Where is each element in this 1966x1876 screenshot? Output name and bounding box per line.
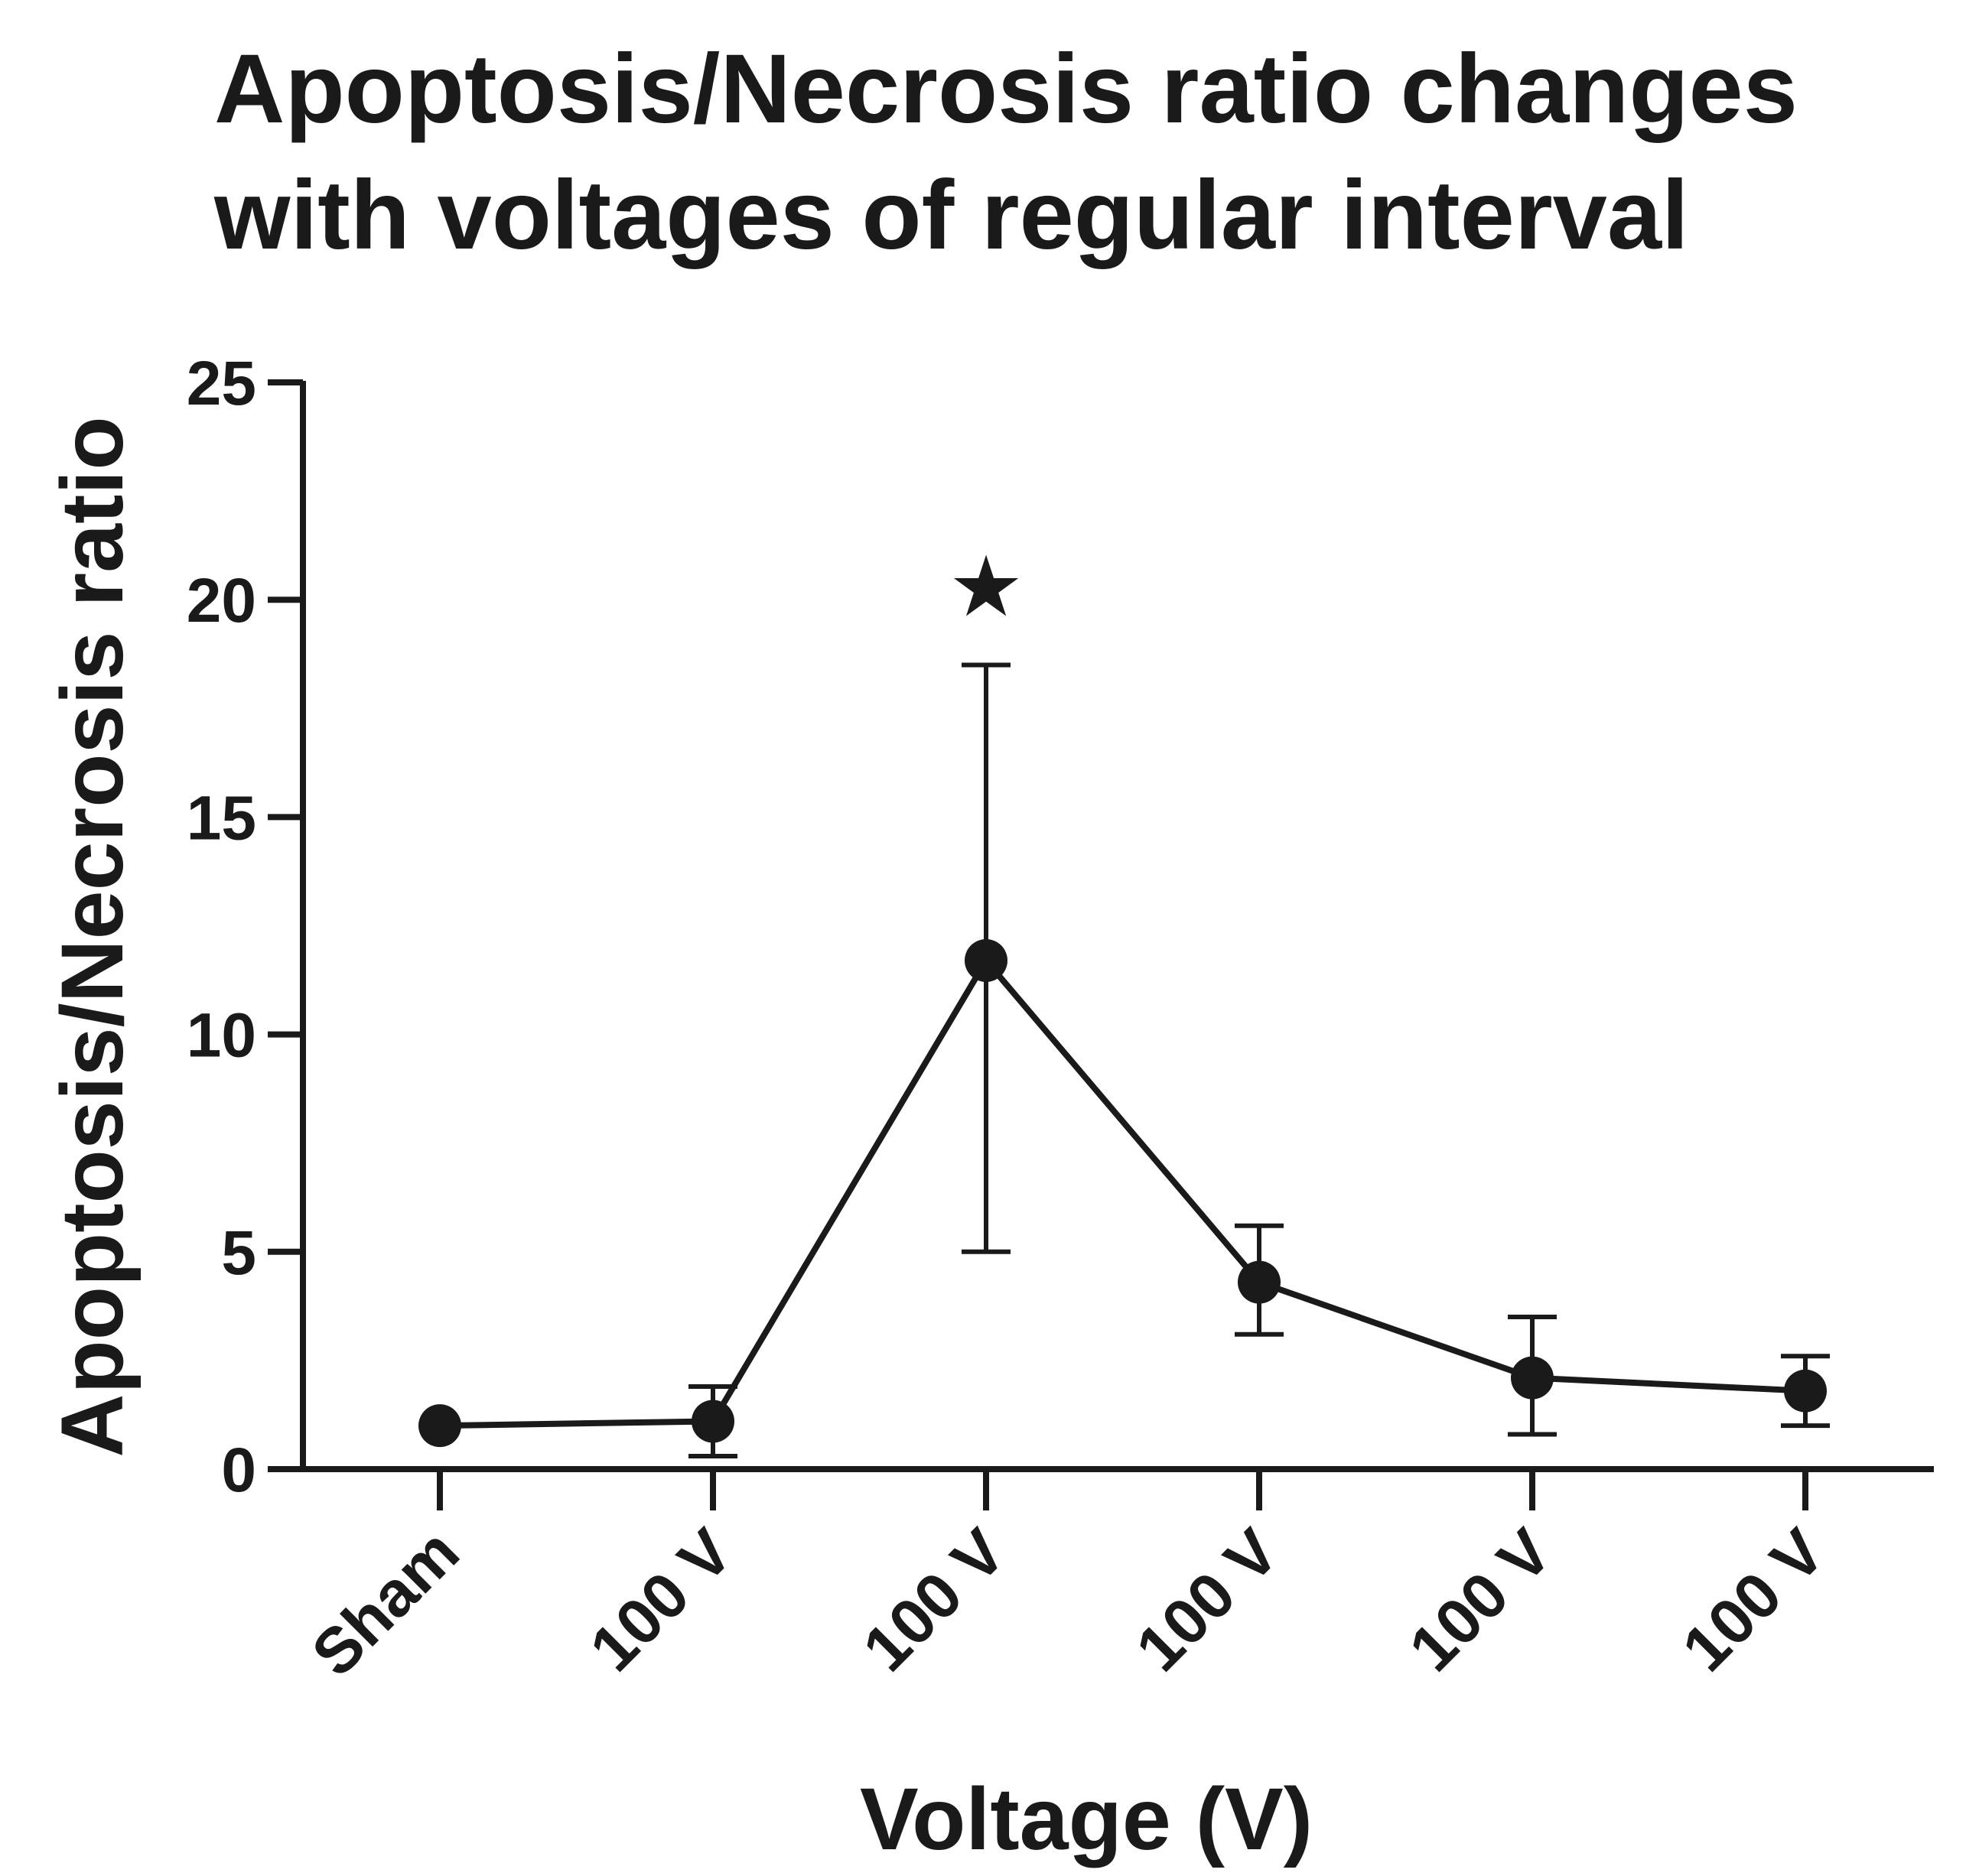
- significance-annotations: ★: [949, 538, 1024, 636]
- data-point: [1238, 1260, 1281, 1304]
- y-tick-label: 15: [187, 783, 256, 853]
- series-line: [439, 957, 1806, 1429]
- x-tick-label: 100 V: [1395, 1515, 1565, 1685]
- chart-title-line-2: with voltages of regular interval: [213, 161, 1689, 270]
- y-axis-ticks: 0 5 10 15 20 25: [187, 349, 303, 1505]
- chart-title: Apoptosis/Necrosis ratio changes with vo…: [213, 34, 1798, 270]
- x-tick-label: 100 V: [1668, 1515, 1838, 1685]
- y-tick-label: 0: [221, 1435, 256, 1505]
- y-tick-label: 20: [187, 566, 256, 636]
- data-point: [418, 1404, 461, 1448]
- data-points: [418, 938, 1827, 1448]
- data-point: [1511, 1356, 1554, 1400]
- data-point: [692, 1400, 734, 1443]
- x-axis-ticks: Sham 100 V 100 V 100 V 100 V 100 V: [298, 1469, 1838, 1689]
- x-tick-label: 100 V: [849, 1515, 1019, 1685]
- y-tick-label: 10: [187, 1001, 256, 1071]
- y-tick-label: 25: [187, 349, 256, 418]
- x-axis-title: Voltage (V): [860, 1770, 1313, 1868]
- data-point: [965, 938, 1007, 982]
- y-axis-title: Apoptosis/Necrosis ratio: [44, 416, 142, 1457]
- y-tick-label: 5: [221, 1218, 256, 1288]
- data-point: [1784, 1369, 1827, 1413]
- x-tick-label: 100 V: [576, 1515, 746, 1685]
- x-tick-label: 100 V: [1122, 1515, 1292, 1685]
- error-bars: [688, 662, 1830, 1458]
- significance-star-icon: ★: [949, 538, 1024, 636]
- x-tick-label: Sham: [298, 1515, 473, 1689]
- chart-title-line-1: Apoptosis/Necrosis ratio changes: [214, 34, 1798, 144]
